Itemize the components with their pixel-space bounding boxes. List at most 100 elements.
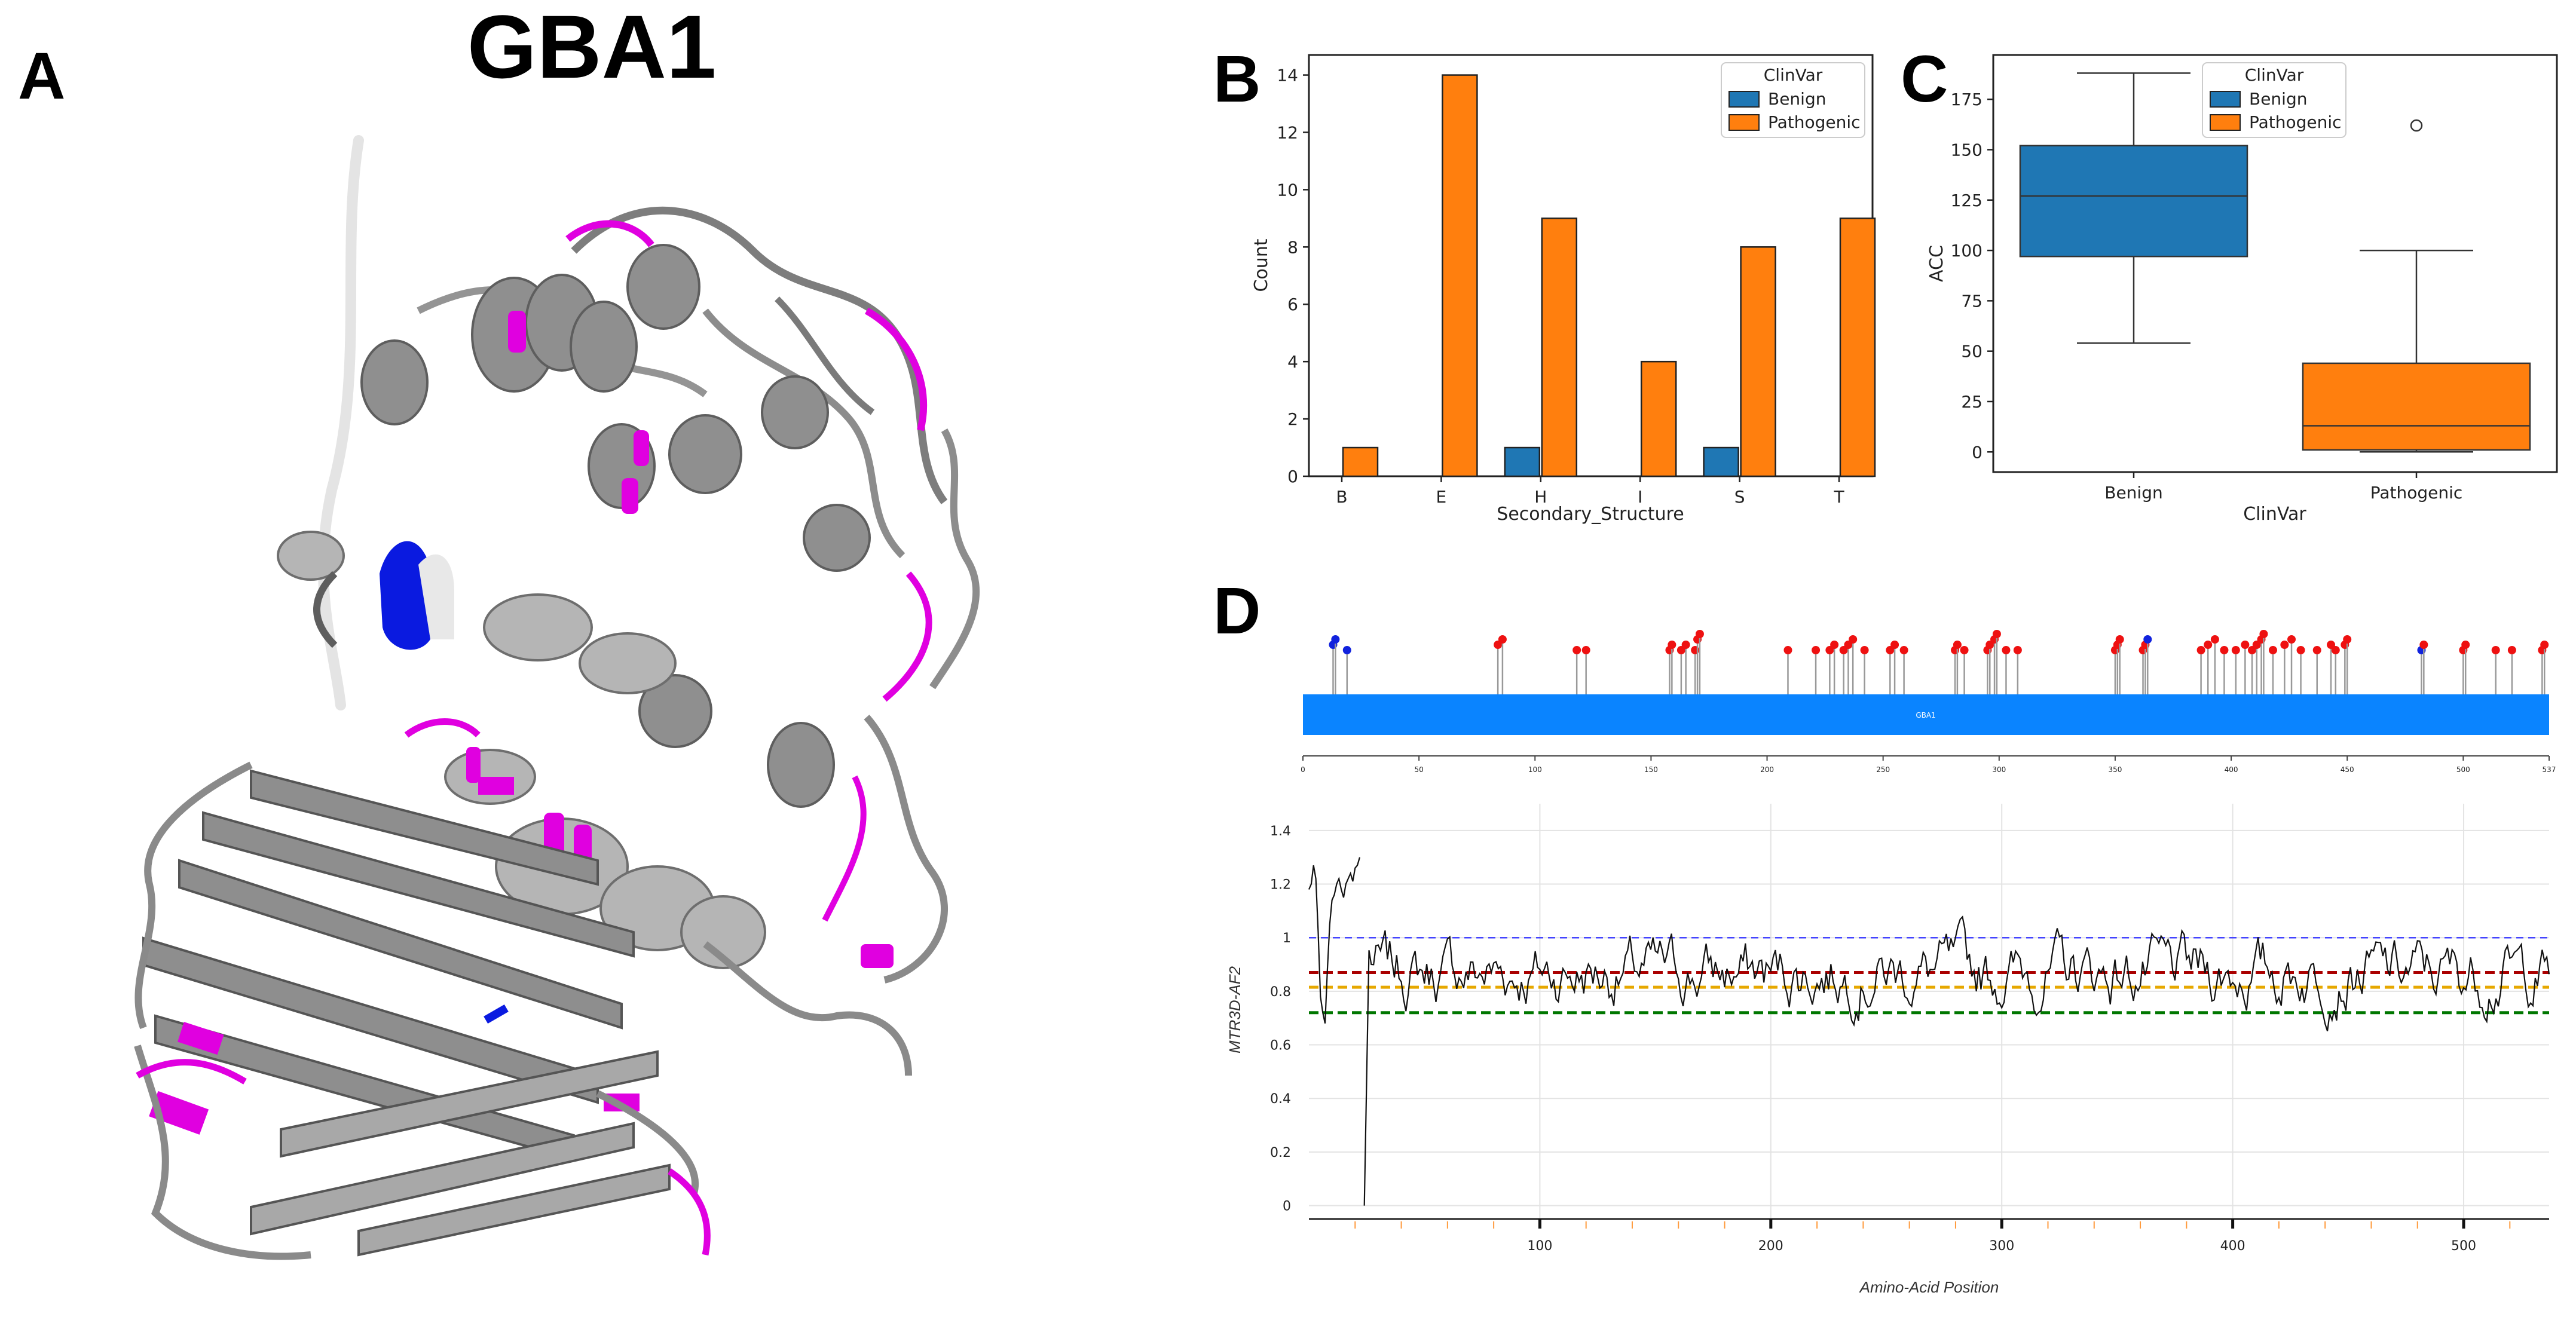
chart-b-legend-swatch-pathogenic	[1728, 114, 1760, 131]
lollipop-head-pathogenic	[2287, 635, 2296, 644]
lollipop-head-pathogenic	[1860, 646, 1869, 654]
line-chart-ytick-label: 0.8	[1270, 985, 1291, 1000]
lollipop-head-pathogenic	[1581, 646, 1590, 654]
protein-domain-label: GBA1	[1916, 711, 1935, 719]
line-chart-ytick-label: 0.2	[1270, 1146, 1291, 1160]
chart-c-boxes	[2019, 72, 2531, 453]
chart-c-ylabel: ACC	[1926, 245, 1947, 282]
lollipop-head-pathogenic	[2204, 641, 2213, 649]
lollipop-head-pathogenic	[1830, 641, 1839, 649]
line-chart-xticks: 100 200 300 400 500	[1354, 1219, 2511, 1254]
lollipop-head-pathogenic	[2210, 635, 2219, 644]
lollipop-head-pathogenic	[1849, 635, 1858, 644]
lollipop-head-pathogenic	[1899, 646, 1908, 654]
chart-c-ytick-label: 75	[1961, 291, 1983, 311]
lollipop-head-pathogenic	[2196, 646, 2205, 654]
chart-c-ytick-label: 175	[1951, 90, 1983, 109]
lollipop-head-pathogenic	[2491, 646, 2500, 654]
chart-b-xtick-label: B	[1336, 487, 1347, 507]
chart-c-ytick-label: 25	[1961, 392, 1983, 412]
chart-b-xtick-label: E	[1436, 487, 1447, 507]
chart-c-legend-swatch-benign	[2210, 91, 2241, 108]
chart-c-xlabel: ClinVar	[2243, 504, 2306, 525]
panel-label-d: D	[1213, 574, 1261, 648]
chart-c-legend: ClinVar Benign Pathogenic	[2202, 62, 2346, 138]
lollipop-head-pathogenic	[2115, 635, 2124, 644]
lollipop-head-benign	[1331, 635, 1340, 644]
chart-b-ytick-label: 8	[1287, 237, 1298, 257]
lollipop-tick-label: 537	[2543, 765, 2556, 774]
lollipop-head-pathogenic	[2231, 646, 2240, 654]
protein-domain-bar	[1303, 694, 2549, 735]
chart-b-ytick-label: 4	[1287, 352, 1298, 372]
lollipop-head-pathogenic	[2280, 641, 2289, 649]
panel-label-a: A	[18, 39, 65, 113]
chart-b-xlabel: Secondary_Structure	[1497, 504, 1684, 525]
chart-c-box-benign	[2019, 145, 2248, 258]
lollipop-head-pathogenic	[2461, 641, 2470, 649]
lollipop-head-pathogenic	[2013, 646, 2022, 654]
lollipop-head-pathogenic	[1668, 641, 1676, 649]
line-chart-yticks: 0 0.2 0.4 0.6 0.8 1 1.2 1.4	[1270, 824, 1291, 1214]
chart-b-bar-pathogenic-E	[1442, 74, 1478, 477]
lollipop-tick-label: 250	[1876, 765, 1890, 774]
chart-b-ytick-label: 6	[1287, 295, 1298, 314]
line-chart-xtick-label: 100	[1527, 1239, 1552, 1254]
panel-d: D GBA1 0 50 100 150 200 250 300 350 400 450 500 537…	[1213, 574, 2556, 1296]
chart-b-bar-benign-S	[1703, 446, 1739, 477]
lollipop-head-pathogenic	[2296, 646, 2305, 654]
lollipop-head-pathogenic	[2002, 646, 2011, 654]
chart-b-bar-benign-H	[1504, 446, 1541, 477]
lollipop-head-pathogenic	[2220, 646, 2229, 654]
lollipop-tick-label: 500	[2456, 765, 2470, 774]
mtr-line-segment-1	[1308, 857, 1361, 1024]
lollipop-head-pathogenic	[2312, 646, 2321, 654]
line-chart-ytick-label: 0.6	[1270, 1039, 1291, 1053]
chart-c-legend-title: ClinVar	[2245, 65, 2304, 85]
line-chart-ylabel: MTR3D-AF2	[1226, 966, 1244, 1053]
lollipop-head-pathogenic	[1572, 646, 1581, 654]
chart-b-ytick-label: 14	[1277, 66, 1298, 85]
chart-b-ytick-label: 2	[1287, 409, 1298, 429]
chart-b-bar-pathogenic-H	[1541, 218, 1578, 477]
chart-c-ytick-label: 150	[1951, 140, 1983, 160]
lollipop-head-pathogenic	[1960, 646, 1969, 654]
lollipop-head-pathogenic	[1890, 641, 1899, 649]
line-chart-xtick-label: 200	[1758, 1239, 1783, 1254]
chart-b-ylabel: Count	[1251, 238, 1272, 292]
chart-c-xtick-label: Pathogenic	[2370, 483, 2463, 503]
chart-b-ytick-label: 10	[1277, 180, 1298, 200]
chart-b-ytick-label: 12	[1277, 122, 1298, 142]
line-chart-xtick-label: 400	[2220, 1239, 2245, 1254]
chart-c-xticks: Benign Pathogenic	[2104, 472, 2462, 503]
line-chart-ytick-label: 1	[1283, 931, 1291, 946]
chart-b-bar-pathogenic-I	[1640, 360, 1677, 477]
line-chart-ytick-label: 0	[1283, 1199, 1291, 1214]
chart-b-yticks: 0 2 4 6 8 10 12 14	[1277, 66, 1309, 486]
line-chart-xlabel: Amino-Acid Position	[1859, 1278, 1999, 1296]
panel-label-b: B	[1213, 42, 1261, 116]
panel-b: B 0 2 4 6 8 10 12 14 B E H I S T Secondary_Structure…	[1213, 42, 1876, 525]
chart-c-ytick-label: 50	[1961, 342, 1983, 362]
panel-label-c: C	[1901, 42, 1948, 116]
line-chart-xtick-label: 300	[1989, 1239, 2014, 1254]
mtr-line-segment-2	[1363, 915, 2550, 1206]
panel-c: C 0 25 50 75 100 125 150 175 Benign Pathogenic C…	[1901, 42, 2558, 525]
lollipop-head-pathogenic	[2419, 641, 2428, 649]
chart-c-xtick-label: Benign	[2104, 483, 2162, 503]
line-chart-ytick-label: 0.4	[1270, 1092, 1291, 1107]
lollipop-head-pathogenic	[2259, 630, 2268, 638]
chart-c-outlier-pathogenic	[2410, 119, 2423, 132]
chart-b-bar-pathogenic-T	[1839, 218, 1876, 477]
lollipop-tick-label: 200	[1760, 765, 1774, 774]
lollipop-head-pathogenic	[1812, 646, 1821, 654]
chart-b-xtick-label: S	[1734, 487, 1745, 507]
lollipop-head-benign	[2143, 635, 2152, 644]
lollipop-tick-label: 350	[2108, 765, 2122, 774]
lollipop-head-pathogenic	[1695, 630, 1704, 638]
lollipop-tick-label: 150	[1644, 765, 1658, 774]
lollipop-head-pathogenic	[2540, 641, 2549, 649]
lollipop-tick-label: 0	[1301, 765, 1305, 774]
